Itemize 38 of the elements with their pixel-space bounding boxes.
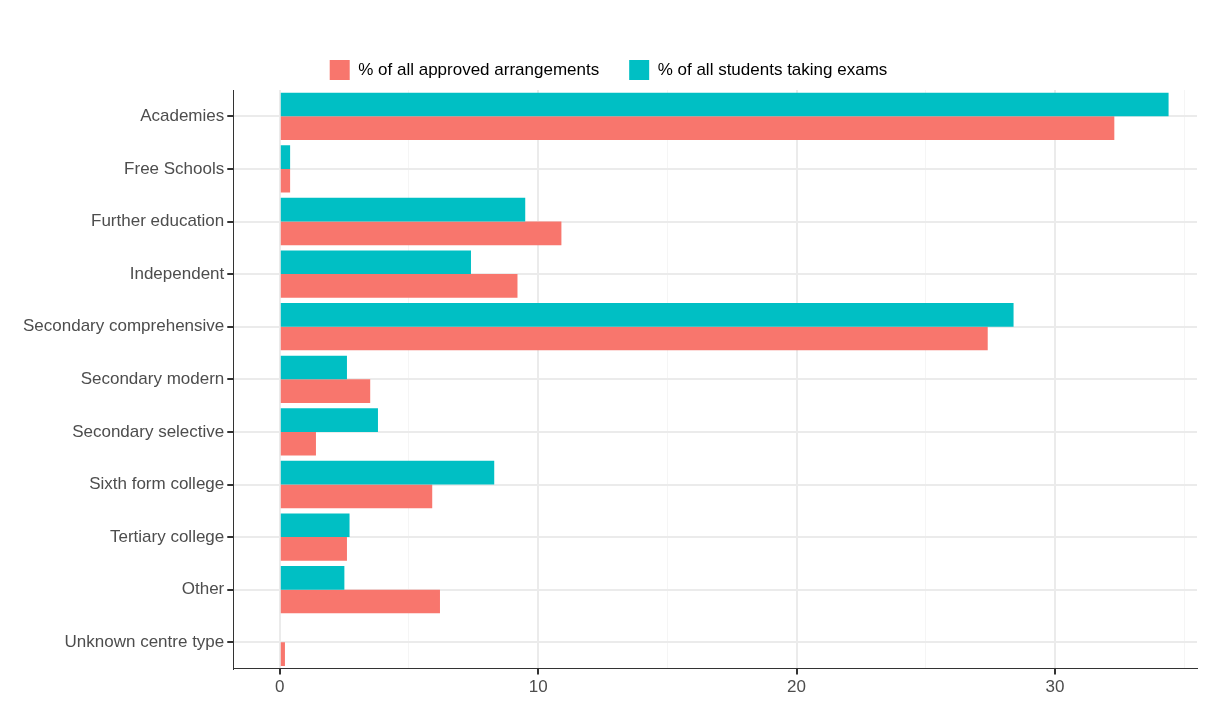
y-tick-label: Free Schools	[124, 158, 225, 178]
bar	[280, 460, 495, 485]
bar	[280, 513, 350, 538]
y-tick-label: Unknown centre type	[64, 631, 225, 651]
y-tick-label: Secondary modern	[80, 368, 225, 388]
bar	[280, 197, 526, 222]
bar	[280, 145, 291, 169]
bar	[280, 537, 347, 561]
bar	[280, 303, 1014, 327]
x-tick-label: 20	[787, 677, 806, 697]
bar	[280, 408, 378, 432]
y-tick-label: Academies	[140, 105, 225, 125]
bar	[280, 274, 518, 298]
bar	[280, 221, 562, 246]
bar	[280, 484, 433, 509]
y-tick-label: Tertiary college	[109, 526, 225, 546]
bar	[280, 326, 988, 351]
x-tick-label: 30	[1045, 677, 1065, 697]
bar	[280, 566, 345, 590]
y-tick-label: Further education	[91, 211, 225, 231]
bar	[280, 589, 440, 614]
bar	[280, 642, 285, 666]
legend-label: % of all students taking exams	[657, 59, 888, 79]
bar	[280, 116, 1115, 140]
y-tick-label: Sixth form college	[89, 474, 225, 494]
bar	[280, 168, 291, 193]
legend-label: % of all approved arrangements	[358, 59, 600, 79]
y-tick-label: Secondary selective	[72, 421, 225, 441]
y-tick-label: Other	[181, 579, 225, 599]
bar	[280, 379, 371, 403]
x-tick-label: 0	[275, 677, 285, 697]
x-tick-label: 10	[528, 677, 548, 697]
bar	[280, 92, 1169, 117]
y-tick-label: Secondary comprehensive	[23, 316, 225, 336]
bar	[280, 250, 471, 275]
bar	[280, 355, 347, 380]
y-tick-label: Independent	[129, 263, 225, 283]
bar	[280, 431, 316, 456]
